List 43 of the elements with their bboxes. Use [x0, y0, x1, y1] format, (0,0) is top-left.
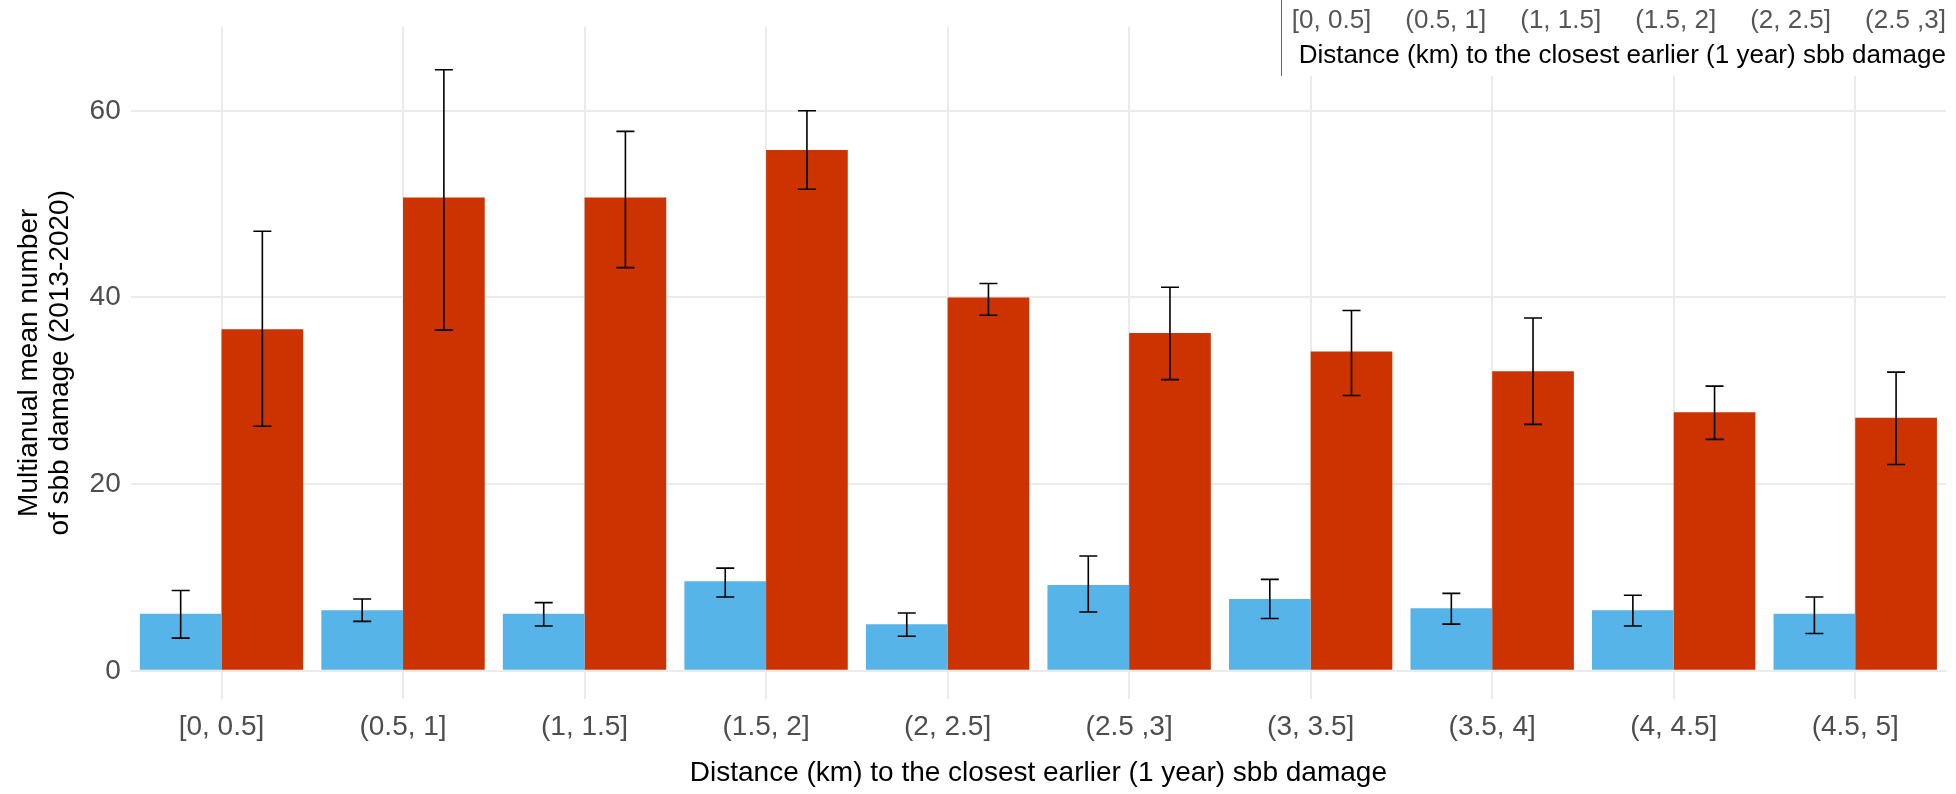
x-tick-label: (3, 3.5] [1267, 710, 1355, 742]
x-tick-label: [0, 0.5] [178, 710, 265, 742]
x-tick-label: (2.5 ,3] [1085, 710, 1173, 742]
x-axis-title: Distance (km) to the closest earlier (1 year) sbb damage [689, 755, 1387, 787]
bar [584, 197, 667, 670]
annotation: (1, 1.5] [1520, 4, 1602, 35]
y-tick-label: 0 [105, 653, 121, 685]
y-tick-label: 40 [89, 280, 121, 312]
bar [684, 581, 767, 670]
bar [221, 329, 304, 670]
annotation: Distance (km) to the closest earlier (1 year) sbb damage [1297, 39, 1946, 70]
bar [1492, 371, 1574, 670]
bar [1310, 351, 1393, 670]
bar [1047, 584, 1130, 670]
x-tick-label: (4.5, 5] [1811, 710, 1899, 742]
x-tick-label: (3.5, 4] [1448, 710, 1536, 742]
bar [1855, 417, 1937, 670]
bar [1129, 332, 1211, 670]
y-tick-label: 20 [89, 466, 121, 498]
y-tick-label: 60 [89, 93, 121, 125]
annotation: [0, 0.5] [1291, 4, 1372, 35]
bar [1673, 412, 1756, 670]
bar [1410, 608, 1493, 670]
bar [947, 297, 1030, 670]
bar [865, 624, 948, 670]
bar [1592, 610, 1674, 670]
annotation: (2, 2.5] [1750, 4, 1832, 35]
bar [1228, 598, 1311, 670]
annotation: (1.5, 2] [1635, 4, 1717, 35]
x-tick-label: (1, 1.5] [540, 710, 629, 742]
bar [403, 197, 485, 670]
x-tick-label: (0.5, 1] [359, 710, 447, 742]
bar [321, 610, 404, 670]
bar [502, 613, 585, 670]
annotation: (2.5 ,3] [1865, 4, 1946, 35]
y-axis-title: Multianual mean number of sbb damage (2013-2020) [12, 190, 74, 536]
bar [1773, 613, 1856, 670]
x-tick-label: (4, 4.5] [1630, 710, 1718, 742]
annotation: (0.5, 1] [1405, 4, 1487, 35]
x-tick-label: (2, 2.5] [904, 710, 992, 742]
x-tick-label: (1.5, 2] [722, 710, 810, 742]
bar [766, 150, 848, 670]
bar [139, 613, 222, 670]
